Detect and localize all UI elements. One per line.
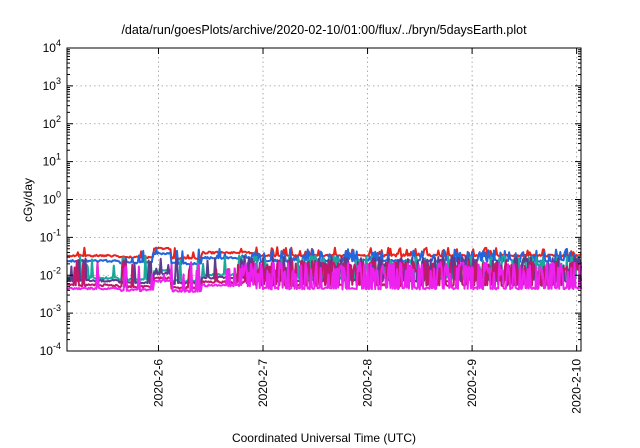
y-tick-label: 100 (43, 190, 61, 207)
x-axis-label: Coordinated Universal Time (UTC) (232, 431, 416, 445)
y-tick-label: 10-2 (40, 265, 61, 282)
x-axis: 2020-2-6 2020-2-7 2020-2-8 2020-2-9 2020-2-1… (151, 48, 584, 414)
chart-title: /data/run/goesPlots/archive/2020-02-10/0… (121, 23, 527, 37)
y-tick-label: 102 (43, 114, 61, 131)
y-tick-label: 104 (43, 38, 61, 55)
x-tick-label: 2020-2-8 (361, 359, 375, 407)
x-tick-label: 2020-2-9 (465, 359, 479, 407)
plot-area (66, 246, 582, 293)
series-line (66, 261, 582, 293)
x-tick-label: 2020-2-6 (151, 359, 165, 407)
y-tick-label: 10-3 (40, 303, 61, 320)
y-tick-label: 103 (43, 76, 61, 93)
x-tick-label: 2020-2-10 (570, 359, 584, 414)
x-tick-label: 2020-2-7 (256, 359, 270, 407)
plot-frame (66, 47, 582, 352)
y-axis-label: cGy/day (21, 178, 35, 222)
y-tick-label: 10-4 (40, 341, 61, 358)
grid-lines (67, 48, 581, 351)
y-tick-label: 10-1 (40, 227, 61, 244)
y-tick-label: 101 (43, 152, 61, 169)
